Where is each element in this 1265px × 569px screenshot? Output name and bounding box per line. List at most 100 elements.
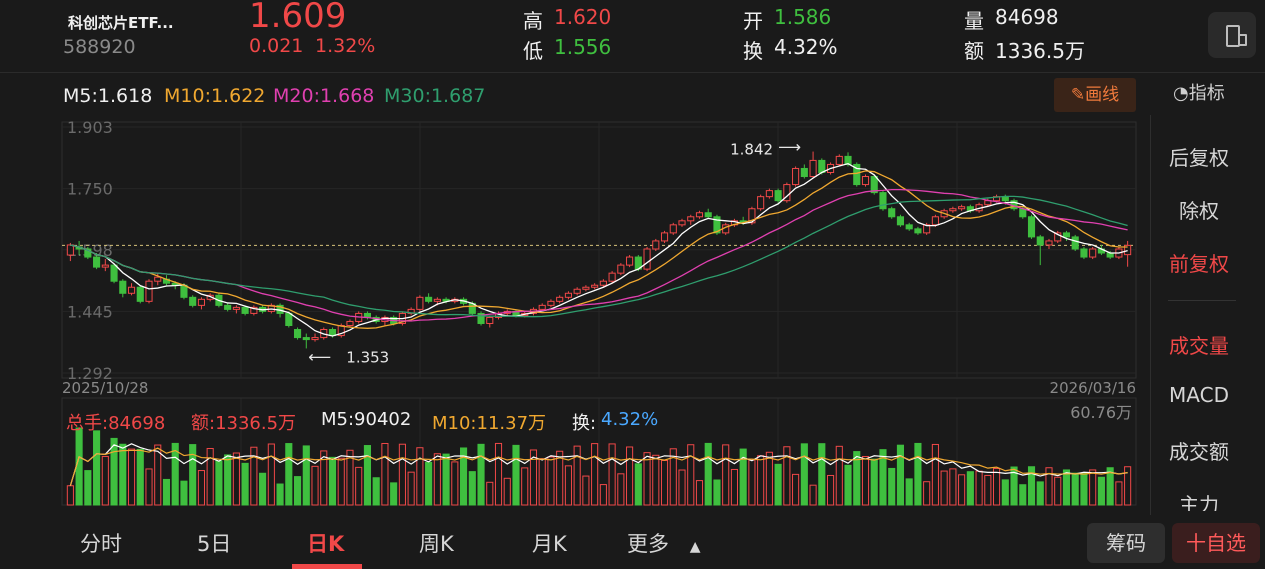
volume-bar (993, 468, 1001, 506)
indicator-label: 指标 (1188, 83, 1225, 104)
candle-body (547, 300, 555, 306)
volume-bar (512, 444, 520, 506)
menu-amount[interactable]: 成交额 (1169, 440, 1229, 464)
volume-bar (407, 471, 415, 506)
volume-bar (154, 444, 162, 506)
candle-body (250, 306, 258, 314)
landscape-button[interactable] (1208, 12, 1256, 58)
tab-intraday[interactable]: 分时 (80, 532, 122, 556)
menu-main-force[interactable]: 主力 (1179, 493, 1219, 511)
volume-bar (1045, 467, 1053, 506)
candle-body (1045, 240, 1053, 246)
volume-bar (189, 444, 197, 506)
volume-bar (75, 427, 83, 506)
volume-bar (896, 444, 905, 506)
volume-bar (1071, 472, 1079, 506)
draw-line-button[interactable]: ✎画线 (1054, 78, 1136, 112)
tab-more-label: 更多 (627, 532, 669, 556)
active-tab-indicator (292, 564, 362, 569)
tab-more[interactable]: 更多 ▲ (627, 528, 700, 558)
volume-bar (1106, 467, 1114, 506)
low-arrow: ⟵ (308, 347, 331, 366)
low-label: 低 (523, 39, 543, 63)
volume-bar (687, 444, 695, 506)
candle-body (949, 208, 957, 212)
volume-bar (1019, 484, 1027, 506)
menu-forward-adjust[interactable]: 前复权 (1169, 252, 1229, 276)
volume-bar (660, 459, 669, 506)
volume-bar (643, 452, 651, 506)
candle-body (695, 212, 704, 218)
volume-label: 量 (964, 9, 984, 33)
volume-bar (136, 448, 144, 506)
volume-bar (1115, 481, 1123, 506)
volume-bar (800, 443, 808, 506)
y-tick-label: 1.750 (67, 180, 113, 199)
volume-bar (722, 444, 730, 506)
ma5-legend: M5:1.618 (63, 85, 153, 107)
menu-ex-rights[interactable]: 除权 (1179, 199, 1219, 223)
volume-bar (634, 463, 642, 506)
volume-bar (363, 445, 372, 506)
candle-body (573, 288, 581, 294)
tab-5day[interactable]: 5日 (197, 532, 232, 556)
volume-bar (162, 478, 171, 506)
candle-body (232, 306, 240, 310)
menu-macd[interactable]: MACD (1169, 383, 1229, 407)
indicator-button[interactable]: ◔指标 (1173, 79, 1225, 105)
volume-bar (940, 470, 948, 506)
right-divider (1150, 115, 1151, 515)
menu-back-adjust[interactable]: 后复权 (1169, 146, 1229, 170)
volume-bar (1027, 466, 1036, 506)
candle-body (1054, 232, 1062, 242)
menu-volume[interactable]: 成交量 (1169, 334, 1229, 358)
header-divider (0, 72, 1265, 73)
candle-body (433, 298, 441, 302)
candle-body (241, 306, 249, 314)
volume-bar (206, 448, 214, 506)
candle-body (591, 284, 599, 288)
volume-bar (119, 443, 127, 506)
vol-total: 总手:84698 (66, 413, 166, 434)
volume-bar (1001, 479, 1009, 506)
volume-bar (818, 443, 826, 506)
volume-bar (669, 448, 677, 506)
fund-name[interactable]: 科创芯片ETF... (68, 14, 174, 32)
candle-body (757, 196, 765, 210)
candle-body (328, 329, 337, 337)
add-watchlist-button[interactable]: 十自选 (1172, 523, 1260, 563)
volume-bar (311, 465, 319, 506)
volume-bar (460, 447, 468, 506)
candle-body (582, 286, 590, 290)
candle-body (1062, 232, 1071, 238)
volume-bar (599, 484, 607, 506)
chip-distribution-button[interactable]: 筹码 (1087, 523, 1165, 563)
candle-body (101, 264, 109, 268)
candle-body (197, 298, 205, 306)
volume-bar (617, 473, 625, 506)
volume-bar (390, 482, 398, 506)
turnover-value: 4.32% (774, 35, 838, 59)
high-label: 高 (523, 9, 543, 33)
ma30-line (70, 195, 1128, 318)
caret-up-icon: ▲ (689, 539, 701, 555)
candle-body (154, 276, 162, 282)
vol-ma10-line (69, 447, 1128, 486)
volume-bar (870, 458, 878, 506)
volume-bar (984, 474, 992, 506)
volume-bar (328, 456, 337, 506)
tab-weekly-k[interactable]: 周K (419, 532, 454, 556)
open-label: 开 (743, 9, 763, 33)
candle-body (416, 296, 424, 310)
high-value: 1.620 (554, 5, 612, 29)
volume-bar (678, 469, 686, 506)
candle-body (818, 159, 826, 173)
last-price: 1.609 (249, 0, 347, 36)
tab-daily-k[interactable]: 日K (307, 532, 345, 556)
tab-monthly-k[interactable]: 月K (532, 532, 567, 556)
candle-body (800, 167, 808, 178)
candle-body (626, 256, 634, 266)
volume-bar (259, 472, 267, 506)
kline-chart[interactable]: 1.9031.7501.5981.4451.2922025/10/282026/… (0, 0, 1150, 520)
volume-bar (905, 478, 913, 506)
